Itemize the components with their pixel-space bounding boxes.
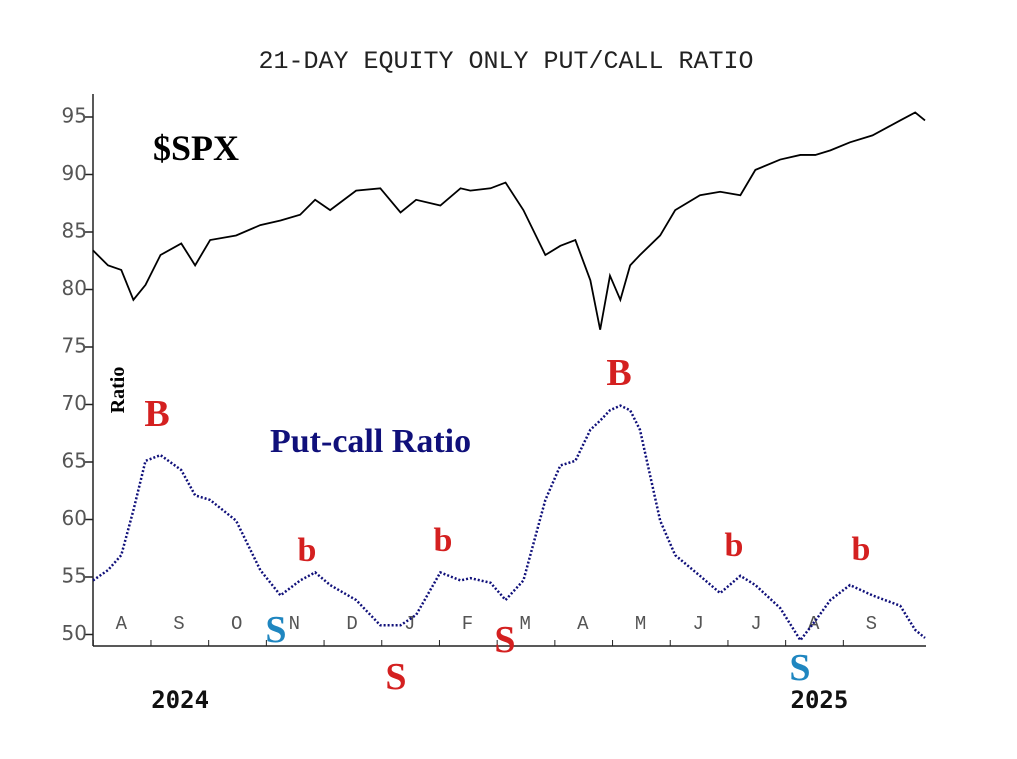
- x-tick-label: J: [693, 613, 704, 635]
- y-tick-label: 85: [62, 219, 87, 243]
- x-tick-label: D: [346, 613, 357, 635]
- x-tick-label: S: [173, 613, 184, 635]
- y-tick-label: 50: [62, 621, 87, 645]
- annotation: b: [298, 532, 317, 569]
- annotation: S: [385, 656, 406, 698]
- y-tick-label: 65: [62, 449, 87, 473]
- x-tick-label: M: [635, 613, 646, 635]
- chart-title: 21-DAY EQUITY ONLY PUT/CALL RATIO: [258, 47, 753, 76]
- y-tick-label: 75: [62, 334, 87, 358]
- annotation: b: [434, 522, 453, 559]
- annotation: S: [494, 619, 515, 661]
- y-tick-label: 70: [62, 391, 87, 415]
- year-label: 2025: [791, 686, 849, 714]
- y-tick-label: 60: [62, 506, 87, 530]
- series-label: $SPX: [153, 128, 239, 168]
- x-tick-label: A: [116, 613, 128, 635]
- series-line: [92, 111, 926, 330]
- x-tick-label: A: [577, 613, 589, 635]
- x-tick-label: O: [231, 613, 242, 635]
- x-tick-label: F: [462, 613, 473, 635]
- series-line: [92, 404, 926, 643]
- x-tick-label: J: [750, 613, 761, 635]
- y-tick-label: 80: [62, 276, 87, 300]
- x-tick-label: J: [404, 613, 415, 635]
- x-tick-label: S: [866, 613, 877, 635]
- annotation: B: [606, 352, 631, 394]
- annotation: b: [852, 531, 871, 568]
- series-label: Put-call Ratio: [270, 423, 471, 460]
- annotation: B: [144, 393, 169, 435]
- annotation: S: [265, 609, 286, 651]
- annotation: S: [789, 647, 810, 689]
- y-tick-label: 55: [62, 564, 87, 588]
- x-tick-label: N: [289, 613, 300, 635]
- y-tick-label: 90: [62, 161, 87, 185]
- annotation: b: [725, 527, 744, 564]
- y-tick-label: 95: [62, 104, 87, 128]
- y-axis-label: Ratio: [107, 367, 129, 414]
- x-tick-label: M: [519, 613, 530, 635]
- year-label: 2024: [151, 686, 209, 714]
